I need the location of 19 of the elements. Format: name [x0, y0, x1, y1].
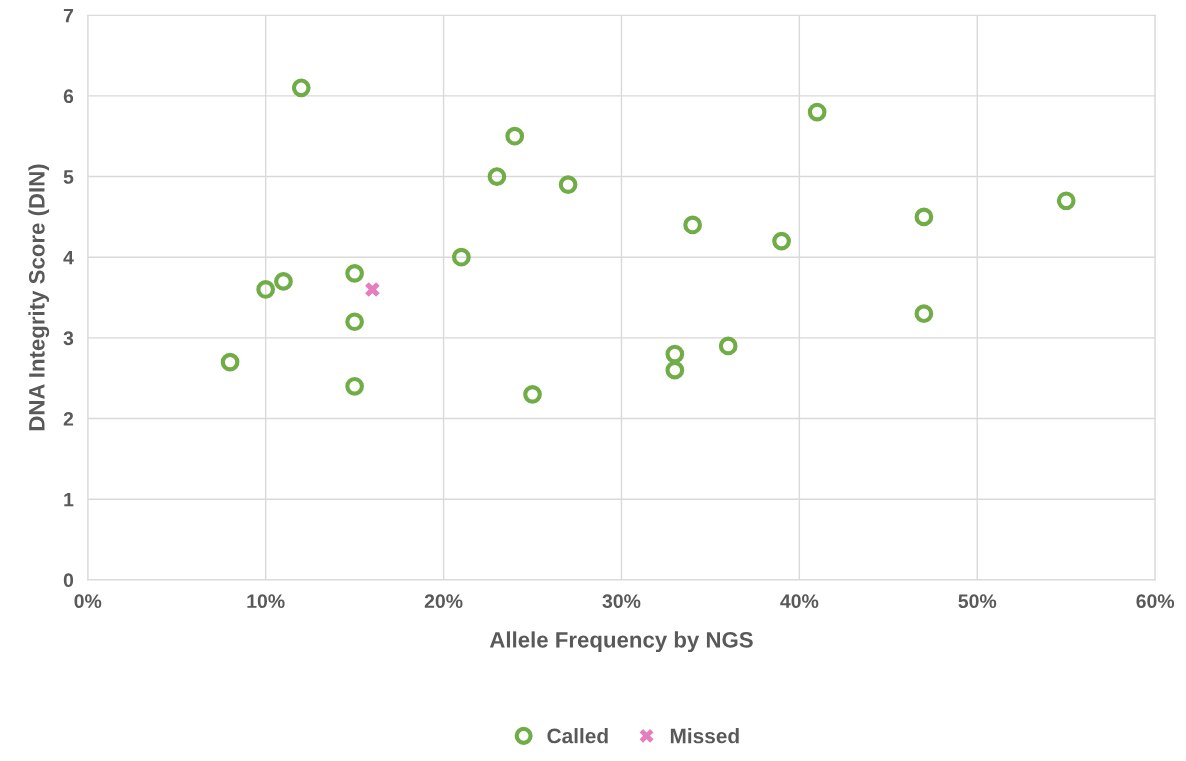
- y-tick-label: 7: [63, 8, 74, 23]
- y-tick-label: 6: [63, 89, 74, 104]
- y-tick-label: 0: [63, 573, 74, 588]
- x-tick-label: 60%: [1136, 594, 1175, 609]
- x-tick-label: 50%: [958, 594, 997, 609]
- y-tick-label: 3: [63, 331, 74, 346]
- legend-label: Called: [547, 728, 608, 744]
- x-tick-label: 30%: [602, 594, 641, 609]
- x-tick-label: 20%: [424, 594, 463, 609]
- y-tick-label: 1: [64, 492, 74, 507]
- y-tick-label: 4: [63, 250, 74, 265]
- legend-label: Missed: [670, 728, 739, 744]
- x-tick-label: 0%: [74, 594, 102, 609]
- y-tick-label: 2: [63, 412, 74, 426]
- x-tick-label: 10%: [247, 594, 285, 609]
- y-axis-title: DNA Integrity Score (DIN): [28, 164, 50, 431]
- y-tick-label: 5: [63, 170, 74, 184]
- x-tick-label: 40%: [780, 594, 819, 609]
- x-axis-title: Allele Frequency by NGS: [489, 631, 753, 653]
